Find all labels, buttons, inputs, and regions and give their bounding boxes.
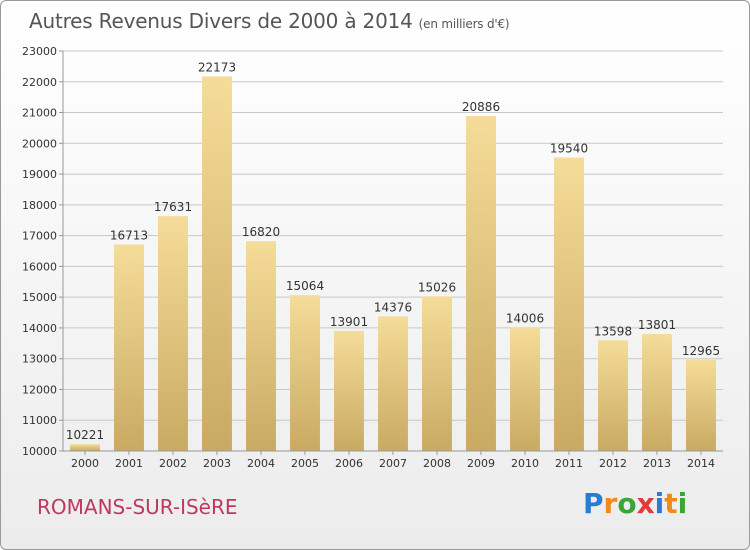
y-tick-label: 18000 — [22, 199, 57, 212]
bar — [70, 444, 100, 451]
data-label: 17631 — [154, 200, 192, 214]
axis-layer: 10000 11000 12000 13000 14000 15000 16000 17000… — [22, 45, 723, 470]
data-label: 22173 — [198, 60, 236, 74]
x-tick-label: 2001 — [115, 457, 143, 470]
proxiti-logo: Proxiti — [583, 487, 687, 520]
y-tick-label: 22000 — [22, 76, 57, 89]
x-tick-label: 2003 — [203, 457, 231, 470]
data-label: 15064 — [286, 279, 324, 293]
data-label: 12965 — [682, 344, 720, 358]
x-tick-label: 2002 — [159, 457, 187, 470]
x-tick-label: 2006 — [335, 457, 363, 470]
y-tick-label: 16000 — [22, 260, 57, 273]
data-label: 19540 — [550, 141, 588, 155]
x-tick-label: 2013 — [643, 457, 671, 470]
data-label: 13598 — [594, 324, 632, 338]
y-tick-label: 13000 — [22, 353, 57, 366]
bar — [510, 327, 540, 451]
bar — [114, 244, 144, 451]
y-tick-label: 17000 — [22, 230, 57, 243]
y-tick-label: 15000 — [22, 291, 57, 304]
bar — [158, 216, 188, 451]
y-tick-label: 10000 — [22, 445, 57, 458]
bar — [246, 241, 276, 451]
x-tick-label: 2008 — [423, 457, 451, 470]
logo-letter: x — [636, 487, 655, 520]
bar — [598, 340, 628, 451]
data-label: 13801 — [638, 318, 676, 332]
x-tick-label: 2007 — [379, 457, 407, 470]
chart-title: Autres Revenus Divers de 2000 à 2014 (en … — [29, 9, 510, 33]
data-label: 16820 — [242, 225, 280, 239]
bar — [466, 116, 496, 452]
logo-letter: i — [677, 487, 688, 520]
bar — [686, 359, 716, 451]
bars-layer: 10221 16713 17631 22173 16820 15064 13901 14376… — [66, 60, 720, 452]
bar — [202, 76, 232, 451]
y-tick-label: 20000 — [22, 137, 57, 150]
data-label: 10221 — [66, 428, 104, 442]
logo-letter: i — [654, 487, 665, 520]
bar — [422, 296, 452, 451]
x-tick-label: 2012 — [599, 457, 627, 470]
bar — [378, 316, 408, 451]
y-tick-label: 12000 — [22, 383, 57, 396]
x-tick-label: 2004 — [247, 457, 275, 470]
data-label: 20886 — [462, 100, 500, 114]
y-tick-label: 23000 — [22, 45, 57, 58]
y-tick-label: 11000 — [22, 414, 57, 427]
y-tick-label: 19000 — [22, 168, 57, 181]
x-tick-label: 2011 — [555, 457, 583, 470]
x-tick-label: 2000 — [71, 457, 99, 470]
chart-subtitle: (en milliers d'€) — [418, 17, 510, 31]
title-text: Autres Revenus Divers de 2000 à 2014 — [29, 9, 413, 33]
logo-letter: t — [664, 487, 678, 520]
data-label: 15026 — [418, 280, 456, 294]
y-tick-label: 14000 — [22, 322, 57, 335]
bar — [554, 157, 584, 451]
y-tick-label: 21000 — [22, 107, 57, 120]
bar — [290, 295, 320, 451]
bar — [334, 330, 364, 451]
x-tick-label: 2009 — [467, 457, 495, 470]
location-label: ROMANS-SUR-ISèRE — [37, 495, 238, 519]
logo-letter: o — [617, 487, 637, 520]
logo-letter: r — [603, 487, 618, 520]
x-tick-label: 2010 — [511, 457, 539, 470]
bar — [642, 334, 672, 451]
data-label: 13901 — [330, 315, 368, 329]
x-tick-label: 2014 — [687, 457, 715, 470]
x-tick-label: 2005 — [291, 457, 319, 470]
data-label: 16713 — [110, 228, 148, 242]
logo-letter: P — [583, 487, 604, 520]
data-label: 14376 — [374, 300, 412, 314]
data-label: 14006 — [506, 312, 544, 326]
